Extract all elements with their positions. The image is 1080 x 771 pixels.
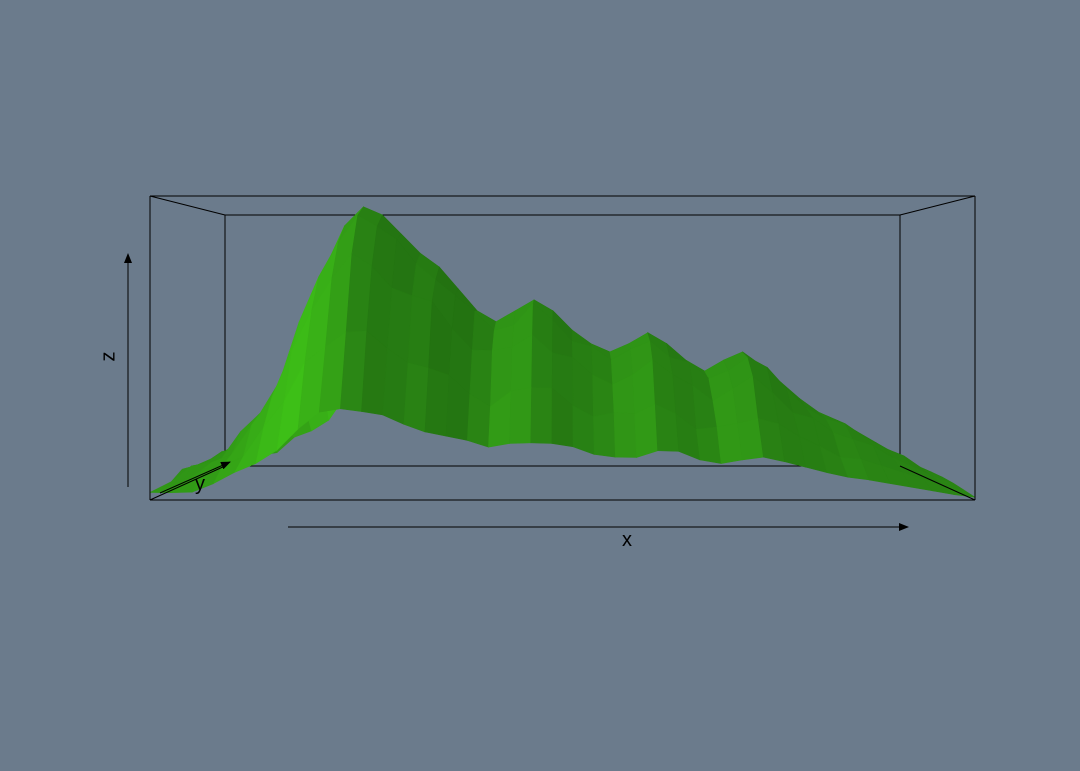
y-axis-label: y	[195, 473, 205, 495]
plot-svg: x y	[0, 0, 1080, 771]
x-axis-label: x	[622, 529, 632, 551]
z-axis-label: z	[98, 352, 121, 362]
plot-canvas[interactable]: x y z	[0, 0, 1080, 771]
